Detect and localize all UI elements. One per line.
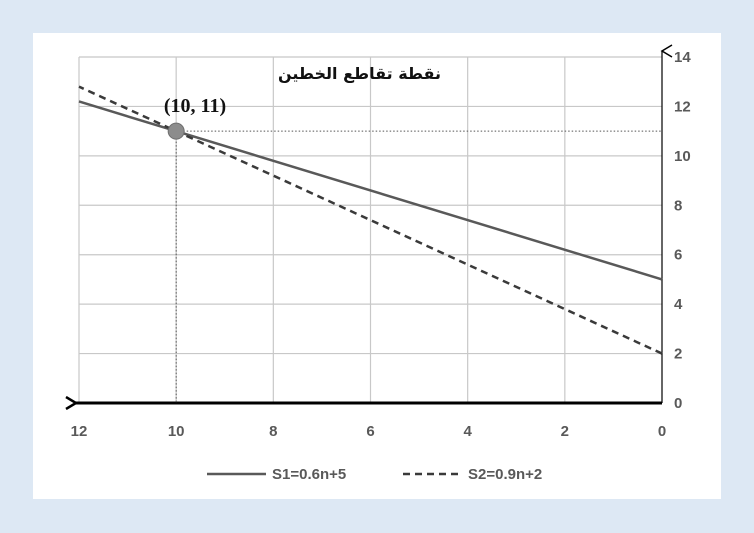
y-tick-label: 2: [674, 346, 682, 363]
x-tick-label: 8: [269, 423, 277, 440]
x-tick-label: 2: [561, 423, 569, 440]
chart-panel: 0 2 4 6 8 10 12 14 0 2 4 6 8 10 12 نقطة تقاطع الخطين (10…: [33, 33, 721, 499]
line-chart: 0 2 4 6 8 10 12 14 0 2 4 6 8 10 12 نقطة تقاطع الخطين (10…: [33, 44, 691, 483]
y-tick-label: 8: [674, 197, 682, 214]
y-tick-label: 12: [674, 98, 691, 115]
intersection-point: [167, 122, 185, 140]
legend-label-s1: S1=0.6n+5: [272, 466, 346, 483]
intersection-annotation-point: (10, 11): [164, 95, 226, 117]
y-tick-label: 10: [674, 148, 691, 165]
y-tick-label: 14: [674, 49, 691, 66]
legend-label-s2: S2=0.9n+2: [468, 466, 542, 483]
x-tick-label: 6: [366, 423, 374, 440]
x-tick-label: 12: [71, 423, 88, 440]
y-tick-label: 0: [674, 395, 682, 412]
intersection-annotation-title: نقطة تقاطع الخطين: [278, 64, 441, 83]
x-tick-label: 0: [658, 423, 666, 440]
x-tick-label: 10: [168, 423, 185, 440]
y-tick-label: 6: [674, 247, 682, 264]
y-tick-label: 4: [674, 296, 683, 313]
x-tick-label: 4: [463, 423, 472, 440]
